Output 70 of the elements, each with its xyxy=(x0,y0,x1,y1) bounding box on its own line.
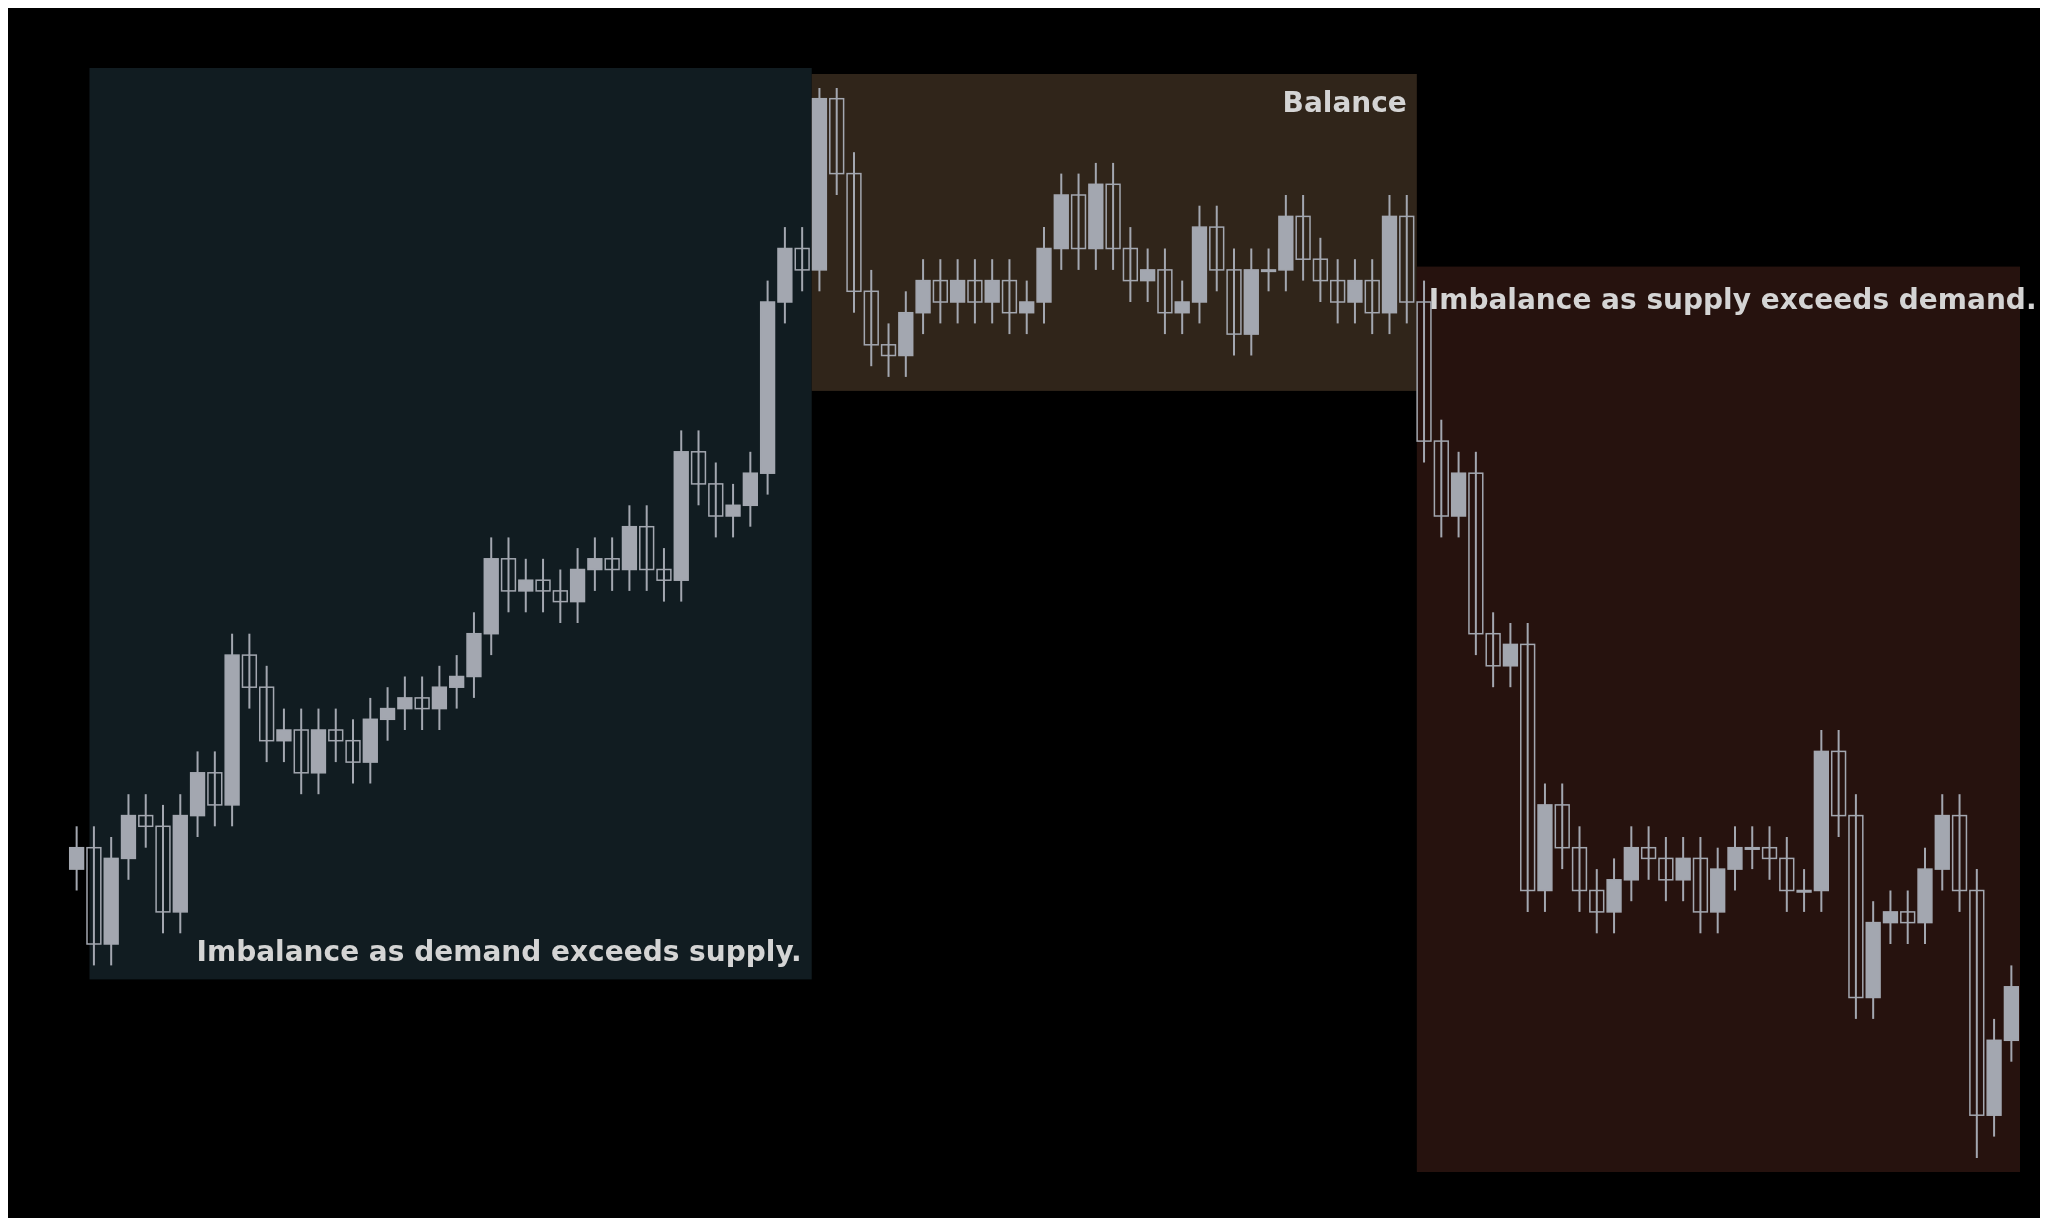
candlestick xyxy=(500,536,517,614)
candlestick xyxy=(984,258,1000,325)
candlestick xyxy=(1779,836,1795,913)
candlestick xyxy=(1692,836,1709,935)
candlestick xyxy=(846,151,862,314)
candlestick xyxy=(1157,247,1173,336)
annotation: Imbalance as supply exceeds demand. xyxy=(1428,282,2037,316)
candlestick xyxy=(1330,258,1346,325)
candlestick xyxy=(328,707,344,764)
candlestick xyxy=(1260,247,1277,293)
candlestick xyxy=(880,322,897,378)
candlestick xyxy=(345,718,361,785)
candlestick xyxy=(1174,279,1190,336)
candlestick xyxy=(967,258,983,325)
candlestick xyxy=(1019,279,1035,336)
candlestick xyxy=(949,258,966,325)
candlestick xyxy=(656,547,672,603)
candlestick xyxy=(155,803,171,935)
candlestick xyxy=(1433,418,1449,539)
candlestick xyxy=(276,707,292,764)
annotation: Balance xyxy=(1282,86,1407,119)
candlestick xyxy=(932,258,949,325)
candlestick xyxy=(829,87,845,196)
candlestick xyxy=(207,750,223,828)
candlestick xyxy=(1589,868,1605,935)
candlestick xyxy=(293,707,309,796)
candlestick xyxy=(259,664,275,764)
candlestick xyxy=(518,557,534,614)
candlestick xyxy=(1761,825,1778,881)
candlestick xyxy=(1951,793,1968,913)
candlestick xyxy=(1554,782,1570,871)
candlestick xyxy=(1640,825,1657,881)
candlestick xyxy=(86,825,102,967)
candlestick xyxy=(1416,279,1432,464)
candlestick xyxy=(1502,622,1519,689)
candlestick xyxy=(1226,247,1242,357)
candlestick xyxy=(552,568,568,624)
candlestick xyxy=(1122,226,1139,303)
candlestick xyxy=(1399,194,1415,325)
candlestick xyxy=(1139,247,1156,303)
candlestick xyxy=(863,268,879,368)
candlestick xyxy=(690,429,707,507)
candlestick xyxy=(1070,172,1087,271)
candlestick xyxy=(1312,236,1329,303)
candlestick xyxy=(241,632,258,710)
candlestick xyxy=(725,482,741,539)
candlestick xyxy=(1744,825,1760,871)
candlestick xyxy=(1001,258,1018,336)
candlestick xyxy=(708,461,724,539)
candlestick xyxy=(639,504,655,592)
candlestick xyxy=(138,793,154,849)
candlestick xyxy=(1848,793,1864,1020)
candlestick xyxy=(1969,868,1985,1159)
candlestick xyxy=(1209,204,1225,293)
candlestick xyxy=(1571,825,1588,913)
candlestick xyxy=(68,825,85,892)
candlestick xyxy=(1796,868,1812,913)
candlestick xyxy=(449,654,465,710)
candlestick xyxy=(1900,889,1916,945)
candlestick xyxy=(1105,161,1121,271)
candlestick xyxy=(1830,729,1847,838)
candlestick xyxy=(431,664,448,731)
candlestick xyxy=(1364,258,1380,336)
candlestick xyxy=(379,686,396,742)
candlestick xyxy=(535,557,551,614)
candlestick xyxy=(1882,889,1899,945)
annotation: Imbalance as demand exceeds supply. xyxy=(196,935,802,969)
candlestick xyxy=(1727,825,1743,892)
candlestick xyxy=(1520,622,1536,913)
candlestick xyxy=(1347,258,1363,325)
